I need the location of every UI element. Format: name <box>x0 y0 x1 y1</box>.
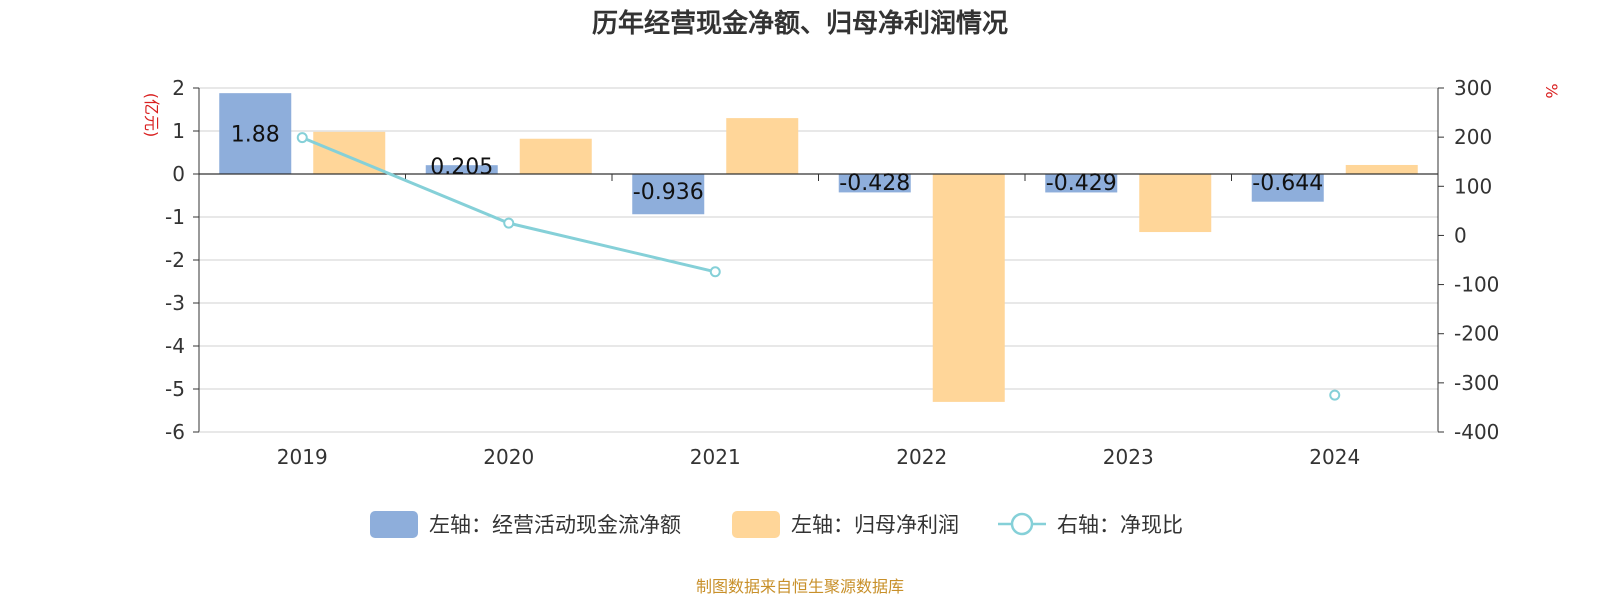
bar-cash-flow <box>838 174 911 193</box>
category-label: 2023 <box>1103 445 1154 469</box>
bar-net-profit <box>932 174 1005 402</box>
net-cash-ratio-point <box>296 132 308 144</box>
left-axis-tick-label: -1 <box>165 205 185 229</box>
legend-label: 左轴：经营活动现金流净额 <box>429 513 681 537</box>
left-axis-tick-label: 2 <box>172 76 185 100</box>
bar-cash-flow <box>425 165 498 174</box>
left-axis-tick-label: -2 <box>165 248 185 272</box>
bar-net-profit <box>519 138 592 174</box>
legend-swatch <box>370 511 418 538</box>
right-axis-unit: % <box>1542 83 1561 98</box>
data-label: 1.88 <box>231 123 280 148</box>
bar-cash-flow <box>1045 174 1118 193</box>
category-label: 2022 <box>896 445 947 469</box>
right-axis-tick-label: 0 <box>1454 223 1467 247</box>
right-axis-tick-label: 200 <box>1454 125 1492 149</box>
data-labels: 1.88 0.205 -0.936 -0.428 -0.429 -0.644 <box>231 123 1323 205</box>
axes <box>193 87 1444 433</box>
data-label: 0.205 <box>430 155 493 180</box>
right-axis-tick-label: -200 <box>1454 322 1499 346</box>
data-label: -0.644 <box>1252 171 1323 196</box>
left-axis-tick-label: -4 <box>165 334 185 358</box>
left-axis-unit: (亿元) <box>142 93 161 138</box>
category-label: 2024 <box>1309 445 1360 469</box>
left-axis-tick-label: 1 <box>172 119 185 143</box>
net-cash-ratio-point <box>503 217 515 229</box>
bars <box>219 93 1418 402</box>
left-axis-tick-label: -5 <box>165 377 185 401</box>
data-label: -0.936 <box>633 180 704 205</box>
legend-label: 左轴：归母净利润 <box>791 513 959 537</box>
right-axis-tick-label: 300 <box>1454 76 1492 100</box>
data-label: -0.428 <box>839 171 910 196</box>
tick-labels: 2 1 0 -1 -2 -3 -4 -5 -6 300 200 100 0 -100 -200 -300 -40… <box>165 76 1499 469</box>
bar-net-profit <box>726 118 799 174</box>
legend-label: 右轴：净现比 <box>1057 513 1183 537</box>
left-axis-tick-label: -3 <box>165 291 185 315</box>
data-label: -0.429 <box>1046 171 1117 196</box>
right-axis-tick-label: 100 <box>1454 174 1492 198</box>
bar-net-profit <box>1345 164 1418 174</box>
left-axis-tick-label: -6 <box>165 420 185 444</box>
net-cash-ratio-point <box>709 266 721 278</box>
chart-title: 历年经营现金净额、归母净利润情况 <box>592 8 1008 39</box>
gridlines <box>199 87 1438 433</box>
category-label: 2019 <box>277 445 328 469</box>
category-label: 2020 <box>483 445 534 469</box>
bar-cash-flow <box>632 174 705 215</box>
source-note: 制图数据来自恒生聚源数据库 <box>696 577 904 596</box>
right-axis-tick-label: -400 <box>1454 420 1499 444</box>
net-cash-ratio-point <box>1329 389 1341 401</box>
legend: 左轴：经营活动现金流净额 左轴：归母净利润 右轴：净现比 <box>370 511 1183 538</box>
category-label: 2021 <box>690 445 741 469</box>
bar-net-profit <box>1139 174 1212 233</box>
bar-cash-flow <box>1251 174 1324 202</box>
legend-swatch <box>732 511 780 538</box>
bar-cash-flow <box>219 93 292 174</box>
net-cash-ratio-line <box>296 132 1341 401</box>
right-axis-tick-label: -100 <box>1454 273 1499 297</box>
legend-marker <box>1010 512 1034 536</box>
right-axis-tick-label: -300 <box>1454 371 1499 395</box>
left-axis-tick-label: 0 <box>172 162 185 186</box>
